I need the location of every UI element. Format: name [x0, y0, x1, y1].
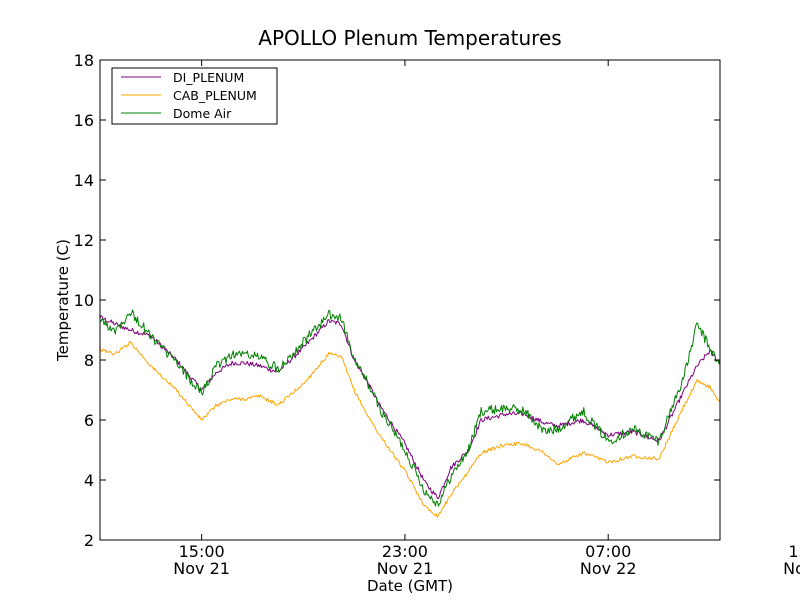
legend-label-cab-plenum: CAB_PLENUM	[173, 88, 257, 103]
series-line-cab-plenum	[100, 340, 720, 518]
y-tick-label: 8	[84, 351, 94, 370]
x-tick-date-label: Nov 22	[580, 559, 637, 578]
x-tick-time-label: 23:00	[382, 542, 428, 561]
x-tick-time-label: 07:00	[585, 542, 631, 561]
legend-label-di-plenum: DI_PLENUM	[173, 70, 244, 85]
x-axis-title: Date (GMT)	[367, 577, 453, 595]
x-tick-time-label: 15:00	[788, 542, 800, 561]
x-tick-date-label: Nov 22	[783, 559, 800, 578]
y-tick-label: 14	[74, 171, 94, 190]
y-tick-label: 16	[74, 111, 94, 130]
x-tick-date-label: Nov 21	[173, 559, 230, 578]
y-axis-title: Temperature (C)	[54, 239, 72, 362]
chart-title: APOLLO Plenum Temperatures	[258, 26, 561, 50]
series-line-di-plenum	[100, 315, 720, 500]
series-line-dome-air	[100, 309, 720, 507]
plot-background	[100, 60, 720, 540]
y-tick-label: 18	[74, 51, 94, 70]
x-tick-time-label: 15:00	[179, 542, 225, 561]
series-layer	[100, 309, 720, 518]
y-tick-label: 6	[84, 411, 94, 430]
plot-frame	[99, 59, 721, 541]
legend: DI_PLENUM CAB_PLENUM Dome Air	[111, 67, 278, 125]
y-tick-label: 10	[74, 291, 94, 310]
legend-label-dome-air: Dome Air	[173, 106, 232, 121]
y-tick-label: 2	[84, 531, 94, 550]
y-tick-label: 4	[84, 471, 94, 490]
x-tick-date-label: Nov 21	[377, 559, 434, 578]
y-tick-label: 12	[74, 231, 94, 250]
